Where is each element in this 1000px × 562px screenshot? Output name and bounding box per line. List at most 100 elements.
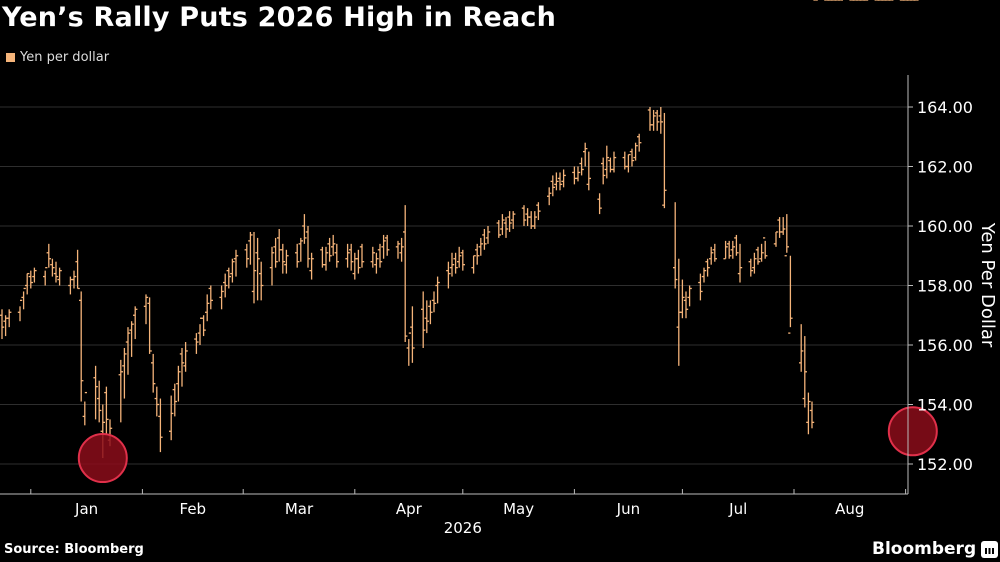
x-year-label: 2026: [444, 519, 482, 537]
ohlc-bar: [449, 252, 455, 277]
x-tick-label: Jun: [616, 500, 640, 518]
x-tick-label: Jul: [728, 500, 747, 518]
ohlc-bar: [575, 166, 581, 182]
ohlc-bar: [802, 336, 807, 408]
ohlc-bar: [75, 249, 80, 290]
ohlc-bar: [637, 133, 642, 152]
ohlc-bar: [709, 246, 714, 265]
ohlc-bar: [655, 109, 660, 131]
ohlc-bar: [183, 342, 188, 372]
ohlc-bar: [403, 205, 408, 343]
ohlc-bar: [230, 258, 235, 283]
ohlc-bar: [550, 175, 555, 197]
chart-icon: [981, 540, 999, 558]
highlight-circle: [887, 406, 938, 457]
ohlc-bar: [601, 157, 606, 185]
ohlc-bar: [377, 243, 383, 268]
source-note: Source: Bloomberg: [4, 542, 144, 557]
y-tick-label: 156.00: [917, 336, 973, 355]
ohlc-bar: [277, 228, 282, 262]
ohlc-bar: [201, 315, 206, 337]
ohlc-bar: [658, 107, 663, 134]
ohlc-bar: [43, 266, 48, 286]
x-tick-label: Aug: [835, 500, 864, 518]
ohlc-bar: [133, 306, 138, 340]
ohlc-bar: [435, 276, 440, 304]
ohlc-bar: [79, 291, 84, 402]
brand-logo: Bloomberg: [872, 539, 999, 559]
ohlc-bar: [629, 148, 635, 167]
ohlc-bar: [57, 267, 62, 286]
ohlc-bar: [511, 211, 516, 229]
ohlc-bar: [579, 157, 584, 176]
ohlc-bar: [251, 231, 257, 304]
ohlc-bar: [521, 205, 527, 226]
ohlc-bar: [129, 321, 134, 357]
ohlc-bar: [118, 359, 123, 423]
ohlc-bar: [503, 217, 509, 238]
ohlc-bar: [662, 112, 667, 209]
ohlc-bar: [759, 243, 764, 262]
ohlc-bar: [784, 214, 789, 257]
ohlc-bar: [647, 107, 653, 131]
ohlc-bar: [701, 267, 707, 283]
ohlc-bar: [755, 246, 761, 265]
ohlc-bar: [172, 383, 177, 417]
ohlc-bar: [50, 258, 55, 277]
ohlc-bar: [496, 220, 501, 238]
ohlc-bar: [698, 273, 703, 301]
ohlc-bar: [93, 365, 98, 420]
ohlc-bar: [727, 240, 732, 259]
ohlc-bar: [17, 299, 23, 322]
ohlc-bar: [104, 386, 109, 435]
axes: 152.00 154.00 156.00 158.00 160.00 162.00 164.…: [0, 75, 998, 537]
ohlc-bar: [7, 309, 12, 328]
ohlc-bar: [633, 142, 638, 161]
ohlc-bar: [604, 145, 609, 179]
ohlc-bar: [507, 211, 512, 232]
chart-title: Yen’s Rally Puts 2026 High in Reach: [2, 2, 557, 33]
ohlc-bar: [806, 392, 811, 435]
y-axis-title: Yen Per Dollar: [977, 222, 998, 348]
ohlc-bar: [705, 258, 710, 277]
ohlc-bar: [626, 153, 631, 173]
ohlc-bar: [21, 287, 26, 310]
ohlc-bar: [687, 285, 692, 307]
ohlc-bar: [179, 347, 185, 387]
ohlc-bar: [381, 234, 386, 259]
ohlc-bar: [557, 172, 563, 191]
ohlc-bar: [572, 166, 577, 185]
ohlc-bar: [269, 246, 275, 286]
ohlc-bar: [46, 243, 51, 268]
ohlc-bar: [125, 327, 131, 375]
y-tick-label: 164.00: [917, 98, 973, 117]
ohlc-bar: [223, 273, 228, 298]
ohlc-bar: [25, 272, 30, 295]
ohlc-bar: [651, 109, 656, 131]
ohlc-bar: [748, 258, 753, 277]
ohlc-bar: [475, 243, 480, 265]
legend: Yen per dollar: [6, 50, 109, 65]
ohlc-bar: [205, 294, 210, 322]
ohlc-bar: [158, 398, 163, 453]
ohlc-bar: [431, 291, 437, 313]
ohlc-bar: [154, 386, 159, 417]
ohlc-bar: [809, 401, 815, 429]
ohlc-bar: [583, 142, 588, 167]
y-tick-label: 158.00: [917, 277, 973, 296]
price-chart: 152.00 154.00 156.00 158.00 160.00 162.00 164.…: [0, 0, 998, 537]
ohlc-bar: [471, 255, 476, 274]
x-tick-label: Feb: [180, 500, 207, 518]
ohlc-bar: [799, 324, 804, 372]
y-tick-label: 162.00: [917, 158, 973, 177]
ohlc-bar: [151, 353, 156, 393]
ohlc-bar: [712, 243, 717, 262]
ohlc-bar: [28, 270, 33, 289]
legend-label: Yen per dollar: [20, 50, 110, 65]
ohlc-bar: [482, 228, 487, 250]
ohlc-bar: [428, 300, 433, 325]
ohlc-bar: [295, 243, 300, 268]
brand-name: Bloomberg: [872, 539, 977, 559]
ohlc-bar: [500, 214, 505, 235]
ohlc-bar: [385, 234, 390, 256]
